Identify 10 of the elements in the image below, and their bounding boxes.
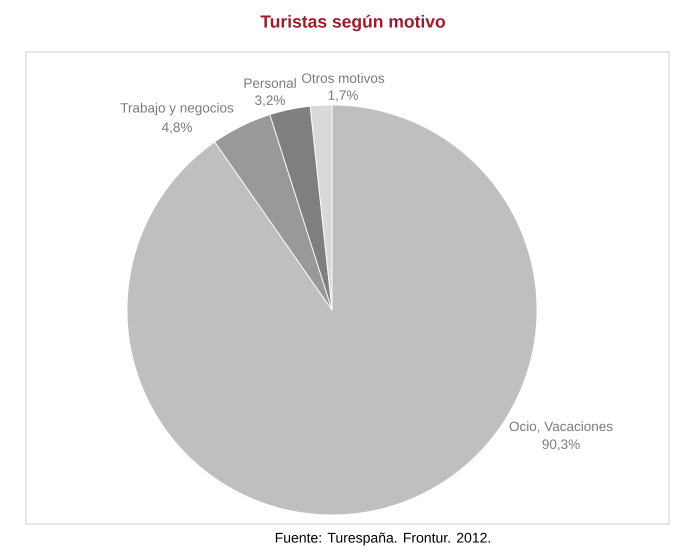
data-label: 4,8% xyxy=(162,122,192,134)
slice-label: Ocio, Vacaciones xyxy=(510,421,613,433)
slice-label: Personal xyxy=(244,78,296,88)
data-label: 90,3% xyxy=(542,439,580,451)
data-label: 3,2% xyxy=(255,95,285,107)
chart-title: Turistas según motivo xyxy=(260,14,446,32)
slice-label: Trabajo y negocios xyxy=(120,102,234,116)
slice-label: Otros motivos xyxy=(302,73,384,83)
source-note: Fuente: Turespaña. Frontur. 2012. xyxy=(276,532,490,546)
data-label: 1,7% xyxy=(328,90,358,102)
